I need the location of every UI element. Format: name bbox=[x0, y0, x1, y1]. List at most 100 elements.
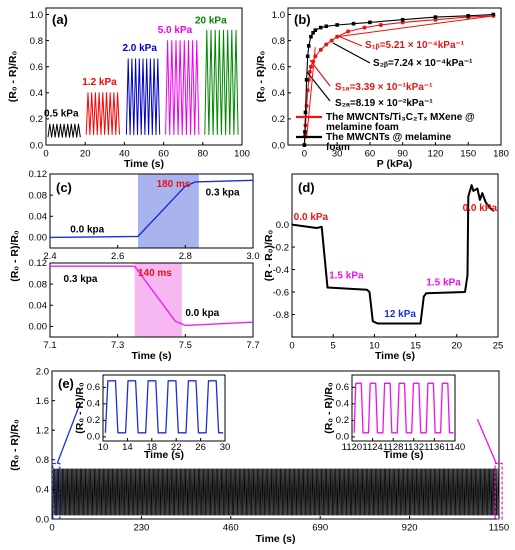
plot-frame-d bbox=[291, 173, 499, 338]
plot-frame-c_bottom bbox=[49, 262, 254, 338]
y-tick-label: 0.0 bbox=[87, 431, 100, 442]
sensitivity-label: S₁ₐ=3.39 × 10⁻¹kPa⁻¹ bbox=[335, 82, 433, 93]
x-tick-label: 100 bbox=[234, 149, 250, 160]
plot-frame-e-inset-0 bbox=[102, 374, 226, 442]
series-point bbox=[400, 17, 405, 22]
y-tick-label: 0.00 bbox=[29, 233, 48, 244]
inset-series-line bbox=[353, 382, 454, 434]
y-tick-label: 0.12 bbox=[29, 258, 48, 269]
pressure-label: 0.3 kpa bbox=[206, 187, 240, 198]
zoom-box-start bbox=[52, 462, 61, 520]
x-tick-label: 3.0 bbox=[246, 251, 259, 262]
x-tick-label: 1140 bbox=[445, 442, 465, 453]
sensitivity-label: S₂ᵦ=7.24 × 10⁻⁴kPa⁻¹ bbox=[373, 58, 473, 69]
x-tick-label: 120 bbox=[428, 149, 444, 160]
x-tick-label: 460 bbox=[223, 523, 239, 534]
y-tick-label: 0.04 bbox=[29, 211, 48, 222]
x-tick-label: 20 bbox=[452, 341, 463, 352]
x-tick-label: 26 bbox=[195, 442, 206, 453]
x-tick-label: 7.1 bbox=[43, 340, 56, 351]
y-tick-label: 1.0 bbox=[272, 10, 285, 21]
x-tick-label: 1124 bbox=[362, 442, 382, 453]
chart-c_bottom: 7.1 7.3 7.5 7.7 0.00 0.04 0.08 0.12 Time (s) (R₀ … bbox=[9, 230, 260, 362]
x-tick-label: 20 bbox=[80, 149, 91, 160]
inset-background bbox=[352, 375, 455, 441]
y-tick-label: 0.12 bbox=[29, 169, 48, 180]
legend-entry-cont: melamine foam bbox=[326, 122, 399, 133]
chart-d: 0 5 10 15 20 25 0.0 -0.2 -0.4 -0.6 -0.8 Time (s) (R … bbox=[263, 173, 503, 362]
x-tick-label: 60 bbox=[158, 149, 169, 160]
series-line-2 bbox=[125, 58, 161, 136]
series-point bbox=[378, 22, 383, 27]
series-line-4 bbox=[204, 29, 239, 136]
x-tick-label: 0 bbox=[289, 341, 294, 352]
x-tick-label: 15 bbox=[410, 341, 421, 352]
series-point bbox=[318, 25, 323, 30]
x-tick-label: 1128 bbox=[383, 442, 403, 453]
pressure-label: 0.0 kPa bbox=[294, 212, 329, 223]
plot-frame-e-inset-1 bbox=[351, 374, 456, 442]
x-tick-label: 230 bbox=[133, 523, 149, 534]
series-point bbox=[308, 64, 313, 69]
series-point bbox=[491, 12, 496, 17]
sensitivity-label: S₁ᵦ=5.21 × 10⁻⁴kPa⁻¹ bbox=[365, 40, 465, 51]
zoom-arrow bbox=[56, 404, 81, 464]
series-point bbox=[368, 20, 372, 25]
y-tick-label: -0.2 bbox=[273, 242, 289, 253]
x-tick-label: 10 bbox=[369, 341, 380, 352]
x-tick-label: 14 bbox=[122, 442, 133, 453]
x-tick-label: 5 bbox=[331, 341, 336, 352]
y-tick-label: 0.2 bbox=[87, 415, 100, 426]
series-label: 5.0 kPa bbox=[158, 25, 193, 36]
series-point bbox=[324, 24, 329, 29]
series-label: 2.0 kPa bbox=[122, 43, 157, 54]
x-tick-label: 60 bbox=[365, 149, 376, 160]
y-tick-label: 0.4 bbox=[36, 485, 49, 496]
panel-label: (d) bbox=[298, 180, 315, 195]
zoom-arrow bbox=[476, 418, 497, 464]
series-point bbox=[309, 34, 313, 39]
x-tick-label: 0 bbox=[49, 523, 54, 534]
series-point bbox=[466, 14, 471, 18]
x-tick-label: 10 bbox=[98, 442, 109, 453]
x-tick-label: 0 bbox=[302, 149, 307, 160]
inset-x-axis-label: Time (s) bbox=[383, 449, 423, 461]
legend-entry: The MWCNTs/Ti₃C₂Tₓ MXene @ bbox=[326, 112, 475, 123]
series-point bbox=[302, 143, 307, 147]
x-tick-label: 180 bbox=[493, 149, 509, 160]
series-point bbox=[311, 30, 315, 35]
pressure-label: 1.5 kPa bbox=[426, 277, 461, 288]
x-tick-label: 2.8 bbox=[179, 251, 192, 262]
annotation-arrow bbox=[332, 42, 371, 64]
y-tick-label: 0.0 bbox=[36, 514, 49, 525]
x-tick-label: 2.6 bbox=[111, 251, 124, 262]
x-tick-label: 90 bbox=[397, 149, 408, 160]
pressure-label: 0.0 kpa bbox=[185, 308, 219, 319]
y-tick-label: -0.6 bbox=[273, 287, 289, 298]
chart-b: 0 30 60 90 120 150 180 0.0 0.2 0.4 0.6 0.8 1.0 P (kPa… bbox=[255, 7, 509, 170]
x-tick-label: 2.4 bbox=[43, 251, 56, 262]
series-point bbox=[303, 130, 307, 134]
series-line-1 bbox=[85, 92, 120, 136]
x-tick-label: 0 bbox=[43, 149, 48, 160]
annotation-arrow bbox=[306, 71, 331, 102]
y-tick-label: -0.4 bbox=[273, 265, 289, 276]
series-line bbox=[291, 184, 495, 325]
x-tick-label: 30 bbox=[332, 149, 343, 160]
x-tick-label: 920 bbox=[402, 523, 418, 534]
y-tick-label: 0.04 bbox=[29, 300, 48, 311]
pressure-label: 1.5 kPa bbox=[329, 271, 364, 282]
series-line-3 bbox=[165, 40, 200, 136]
inset-series-line bbox=[104, 380, 224, 434]
series-label: 20 kPa bbox=[195, 16, 227, 27]
series-label: 0.5 kPa bbox=[44, 108, 79, 119]
series-point bbox=[335, 23, 339, 27]
chart-a: 0 20 40 60 80 100 0.0 0.2 0.4 0.6 0.8 1.0 Time (s) (R… bbox=[7, 7, 250, 170]
y-tick-label: 0.6 bbox=[272, 62, 285, 73]
y-tick-label: 0.4 bbox=[272, 88, 285, 99]
inset-y-axis-label: (R₀ - R)/R₀ bbox=[323, 382, 335, 434]
y-tick-label: 2.0 bbox=[36, 366, 49, 377]
series-line-0 bbox=[47, 123, 81, 138]
panel-label: (b) bbox=[294, 12, 311, 27]
legend-entry: The MWCNTs @ melamine bbox=[326, 132, 452, 143]
